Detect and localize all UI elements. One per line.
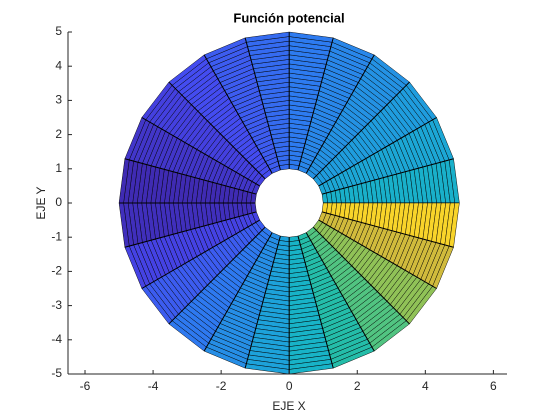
- y-tick-label: 2: [55, 127, 62, 141]
- sector-edge: [305, 232, 375, 352]
- y-tick-label: 3: [55, 93, 62, 107]
- y-tick-label: -3: [51, 298, 62, 312]
- y-tick-label: -5: [51, 366, 62, 380]
- y-axis-label: EJE Y: [34, 186, 48, 219]
- sector-edge: [168, 81, 266, 180]
- x-axis-label: EJE X: [272, 399, 305, 413]
- sector-edge: [124, 158, 257, 195]
- sector-edge: [141, 219, 260, 289]
- sector-edge: [141, 117, 260, 187]
- x-tick-label: 0: [286, 379, 293, 393]
- y-tick-label: 5: [55, 24, 62, 38]
- sector-edge: [321, 158, 454, 195]
- y-tick-label: -1: [51, 229, 62, 243]
- y-tick-label: 4: [55, 58, 62, 72]
- y-tick-label: 1: [55, 161, 62, 175]
- sector-edge: [124, 211, 257, 248]
- sector-edge: [297, 37, 334, 171]
- sector-edge: [312, 81, 410, 180]
- x-tick-label: 6: [490, 379, 497, 393]
- sector-edge: [318, 219, 437, 289]
- sector-edge: [305, 54, 375, 174]
- x-tick-label: 2: [354, 379, 361, 393]
- y-tick-label: -4: [51, 332, 62, 346]
- sector-edge: [297, 235, 334, 369]
- y-tick-label: 0: [55, 195, 62, 209]
- y-tick-label: -2: [51, 264, 62, 278]
- sector-edge: [168, 226, 266, 325]
- chart-title: Función potencial: [233, 10, 344, 25]
- sector-edge: [244, 235, 281, 369]
- surface: [118, 31, 460, 375]
- x-tick-label: -4: [148, 379, 159, 393]
- sector-edge: [312, 226, 410, 325]
- sector-edge: [203, 232, 273, 352]
- sector-edge: [244, 37, 281, 171]
- x-tick-label: 4: [422, 379, 429, 393]
- x-tick-label: -2: [216, 379, 227, 393]
- sector-edge: [321, 211, 454, 248]
- sector-edge: [203, 54, 273, 174]
- sector-edge: [318, 117, 437, 187]
- x-tick-label: -6: [80, 379, 91, 393]
